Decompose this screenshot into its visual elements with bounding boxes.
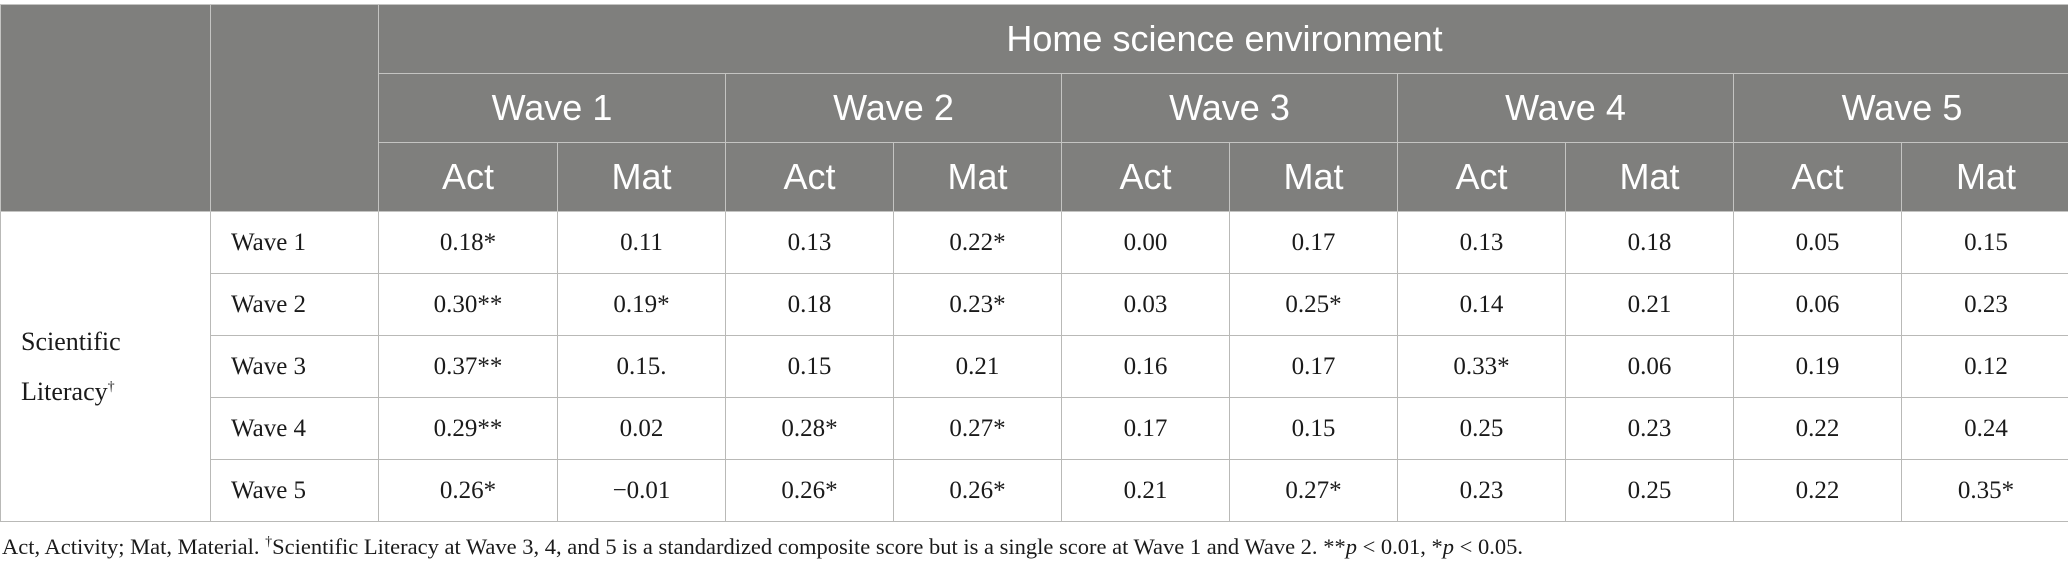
table-cell: 0.13 (1397, 211, 1566, 274)
table-cell: 0.15. (557, 335, 726, 398)
subcolumn-header: Mat (557, 142, 726, 212)
row-label: Wave 5 (210, 459, 379, 522)
table-cell: 0.14 (1397, 273, 1566, 336)
table-cell: 0.33* (1397, 335, 1566, 398)
subcolumn-header: Mat (893, 142, 1062, 212)
subcolumn-header: Mat (1900, 142, 2068, 212)
sig-threshold-005: < 0.05. (1454, 534, 1523, 559)
table-cell: 0.00 (1061, 211, 1230, 274)
table-cell: 0.05 (1733, 211, 1902, 274)
row-label: Wave 2 (210, 273, 379, 336)
table-cell: −0.01 (557, 459, 726, 522)
table-cell: 0.17 (1229, 335, 1398, 398)
sig-stars-001: ** (1323, 534, 1346, 559)
group-header: Home science environment (377, 4, 2068, 74)
wave-header: Wave 5 (1732, 73, 2068, 143)
table-cell: 0.22 (1733, 397, 1902, 460)
row-label: Wave 3 (210, 335, 379, 398)
table-cell: 0.28* (725, 397, 894, 460)
table-cell: 0.06 (1733, 273, 1902, 336)
table-cell: 0.23 (1397, 459, 1566, 522)
table-cell: 0.26* (378, 459, 558, 522)
row-group-label: Scientific Literacy† (0, 211, 211, 522)
table-cell: 0.19 (1733, 335, 1902, 398)
table-cell: 0.29** (378, 397, 558, 460)
table-cell: 0.18* (378, 211, 558, 274)
wave-header: Wave 1 (378, 73, 726, 143)
table-cell: 0.26* (725, 459, 894, 522)
table-cell: 0.26* (893, 459, 1062, 522)
p-symbol: p (1442, 534, 1455, 559)
table-cell: 0.16 (1061, 335, 1230, 398)
table-cell: 0.30** (378, 273, 558, 336)
table-cell: 0.12 (1900, 335, 2068, 398)
p-symbol: p (1345, 534, 1357, 559)
table-cell: 0.15 (1229, 397, 1398, 460)
sig-threshold-001: < 0.01, (1356, 534, 1432, 559)
table-cell: 0.27* (893, 397, 1062, 460)
table-cell: 0.17 (1061, 397, 1230, 460)
table-cell: 0.02 (557, 397, 726, 460)
table-cell: 0.25 (1565, 459, 1734, 522)
table-cell: 0.06 (1565, 335, 1734, 398)
header-corner-blank (0, 4, 211, 212)
table-cell: 0.27* (1229, 459, 1398, 522)
header-row-label-blank (210, 4, 379, 212)
table-cell: 0.15 (1900, 211, 2068, 274)
wave-header: Wave 3 (1061, 73, 1398, 143)
table-row: Wave 4 0.29** 0.02 0.28* 0.27* 0.17 0.15 0.25 0.… (1, 397, 2068, 460)
table-cell: 0.35* (1900, 459, 2068, 522)
table-header: Home science environment Wave 1 Wave 2 W… (0, 4, 2068, 212)
footnote-abbreviations: Act, Activity; Mat, Material. (2, 534, 260, 559)
table-cell: 0.21 (1565, 273, 1734, 336)
table-cell: 0.19* (557, 273, 726, 336)
table-row: Wave 3 0.37** 0.15. 0.15 0.21 0.16 0.17 0.33* 0.… (1, 335, 2068, 398)
table-row: Scientific Literacy† Wave 1 0.18* 0.11 0.13 0… (0, 211, 2068, 522)
table-row: Wave 2 0.30** 0.19* 0.18 0.23* 0.03 0.25* 0.14 0… (1, 273, 2068, 336)
table-cell: 0.18 (725, 273, 894, 336)
subcolumn-header: Act (725, 142, 894, 212)
subcolumn-header: Act (1061, 142, 1230, 212)
table-footnote: Act, Activity; Mat, Material. †Scientifi… (2, 534, 1523, 560)
wave-header: Wave 4 (1397, 73, 1734, 143)
table-cell: 0.17 (1229, 211, 1398, 274)
table-cell: 0.25* (1229, 273, 1398, 336)
table-cell: 0.25 (1397, 397, 1566, 460)
table-cell: 0.22* (893, 211, 1062, 274)
table-cell: 0.03 (1061, 273, 1230, 336)
table-cell: 0.23 (1565, 397, 1734, 460)
table-cell: 0.24 (1900, 397, 2068, 460)
table-cell: 0.22 (1733, 459, 1902, 522)
sig-stars-005: * (1431, 534, 1443, 559)
row-label: Wave 4 (210, 397, 379, 460)
table-cell: 0.13 (725, 211, 894, 274)
table-cell: 0.23* (893, 273, 1062, 336)
table-cell: 0.23 (1900, 273, 2068, 336)
subcolumn-header: Mat (1229, 142, 1398, 212)
row-label: Wave 1 (210, 211, 379, 274)
table-cell: 0.18 (1565, 211, 1734, 274)
footnote-text: Scientific Literacy at Wave 3, 4, and 5 … (272, 534, 1318, 559)
subcolumn-header: Act (1733, 142, 1902, 212)
correlation-table: Home science environment Wave 1 Wave 2 W… (0, 4, 2068, 522)
subcolumn-header: Act (378, 142, 558, 212)
footnote-dagger: † (265, 534, 273, 550)
wave-header: Wave 2 (725, 73, 1062, 143)
subcolumn-header: Mat (1565, 142, 1734, 212)
dagger-marker: † (107, 378, 115, 394)
table-cell: 0.37** (378, 335, 558, 398)
subcolumn-header: Act (1397, 142, 1566, 212)
table-cell: 0.21 (1061, 459, 1230, 522)
table-cell: 0.15 (725, 335, 894, 398)
table-cell: 0.11 (557, 211, 726, 274)
table-body: Scientific Literacy† Wave 1 0.18* 0.11 0.13 0… (0, 211, 2068, 522)
table-row: Wave 5 0.26* −0.01 0.26* 0.26* 0.21 0.27* 0.23 0… (1, 459, 2068, 522)
row-group-text: Scientific Literacy (21, 326, 121, 406)
table-cell: 0.21 (893, 335, 1062, 398)
